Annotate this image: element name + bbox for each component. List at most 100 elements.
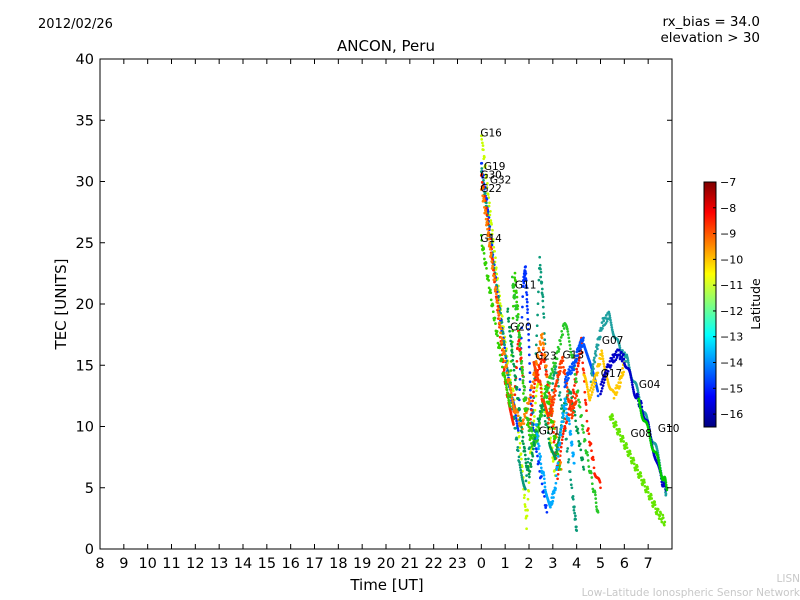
data-point	[559, 429, 563, 433]
data-point	[589, 442, 593, 446]
data-point	[602, 362, 606, 366]
data-point	[625, 443, 628, 446]
data-point	[621, 366, 624, 370]
data-point	[586, 459, 590, 462]
data-point	[527, 489, 531, 493]
data-point	[658, 466, 662, 470]
data-point	[491, 258, 495, 261]
data-point	[564, 400, 567, 403]
x-axis-label: Time [UT]	[349, 576, 423, 594]
data-point	[526, 466, 530, 470]
data-point	[533, 382, 536, 386]
data-point	[600, 321, 604, 324]
x-tick-label: 19	[353, 556, 371, 572]
data-point	[649, 441, 653, 445]
data-point	[599, 382, 603, 386]
data-point	[658, 469, 662, 472]
data-point	[598, 480, 602, 484]
data-point	[657, 461, 661, 465]
data-point	[490, 223, 493, 226]
data-point	[514, 426, 517, 430]
data-point	[566, 390, 569, 393]
data-point	[491, 265, 495, 268]
data-point	[516, 429, 520, 432]
data-point	[522, 496, 526, 500]
data-point	[581, 457, 585, 461]
data-point	[553, 364, 556, 367]
data-point	[520, 426, 524, 429]
data-point	[543, 485, 547, 489]
data-point	[538, 410, 542, 413]
data-point	[515, 318, 519, 322]
data-point	[502, 340, 506, 343]
data-point	[519, 356, 523, 360]
data-point	[503, 346, 507, 350]
data-point	[531, 454, 535, 458]
data-point	[516, 411, 520, 414]
data-point	[518, 377, 522, 381]
data-point	[533, 436, 537, 440]
data-point	[557, 384, 560, 388]
data-point	[602, 365, 606, 368]
data-point	[565, 414, 569, 418]
data-point	[525, 527, 528, 531]
data-point	[485, 174, 488, 177]
data-point	[614, 358, 618, 362]
data-point	[500, 359, 504, 362]
data-point	[542, 316, 546, 319]
data-point	[554, 389, 557, 393]
data-point	[574, 425, 578, 429]
data-point	[602, 373, 606, 377]
data-point	[518, 344, 521, 348]
series-g22	[479, 185, 563, 471]
data-point	[551, 382, 555, 385]
data-point	[576, 370, 579, 374]
data-point	[646, 425, 650, 429]
data-point	[532, 390, 535, 394]
data-point	[592, 378, 595, 382]
data-point	[531, 380, 535, 384]
data-point	[585, 450, 589, 454]
data-point	[517, 338, 521, 342]
data-point	[630, 378, 633, 382]
data-point	[562, 365, 565, 369]
data-point	[591, 455, 595, 459]
data-point	[577, 359, 581, 362]
data-point	[566, 447, 570, 450]
y-tick-label: 25	[76, 236, 94, 252]
data-point	[519, 419, 523, 423]
data-point	[594, 349, 597, 353]
data-point	[552, 361, 555, 365]
data-point	[559, 449, 563, 453]
data-point	[522, 281, 526, 285]
data-point	[576, 364, 580, 368]
data-point	[656, 508, 660, 511]
data-point	[542, 346, 545, 350]
data-point	[552, 397, 556, 401]
data-point	[530, 384, 533, 388]
data-point	[594, 501, 598, 505]
data-point	[513, 364, 516, 368]
data-point	[661, 516, 665, 520]
data-point	[614, 350, 618, 353]
data-point	[538, 452, 541, 456]
data-point	[520, 476, 524, 479]
data-point	[528, 399, 532, 403]
data-point	[571, 497, 575, 501]
data-point	[567, 376, 570, 380]
data-point	[599, 357, 603, 361]
data-point	[500, 341, 504, 344]
data-point	[516, 424, 519, 428]
data-point	[480, 138, 484, 141]
data-point	[636, 392, 639, 396]
data-point	[480, 134, 484, 137]
data-point	[487, 279, 491, 282]
data-point	[629, 376, 633, 379]
data-point	[527, 397, 531, 401]
data-point	[537, 444, 541, 448]
data-point	[568, 470, 572, 474]
data-point	[512, 423, 515, 426]
data-point	[510, 397, 514, 400]
data-point	[596, 371, 600, 375]
data-point	[543, 495, 546, 498]
